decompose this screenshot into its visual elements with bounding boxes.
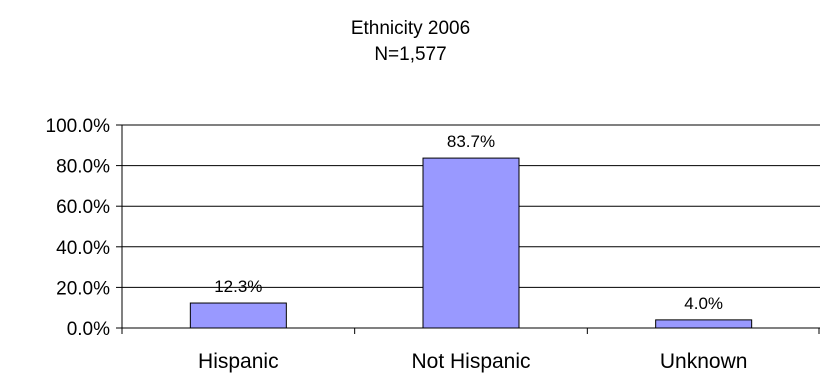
y-tick-label: 0.0% [67,319,110,340]
data-label: 83.7% [447,132,495,151]
data-label: 4.0% [684,294,723,313]
x-category-label: Hispanic [198,350,279,373]
chart-title: Ethnicity 2006 [350,18,471,39]
data-label: 12.3% [214,277,262,296]
x-category-labels: Hispanic Not Hispanic Unknown [198,350,747,373]
bar-hispanic [189,302,287,329]
x-category-label: Unknown [660,350,748,373]
y-tick-label: 40.0% [56,238,110,259]
bar-unknown [655,319,753,329]
axes [116,124,820,334]
y-tick-label: 100.0% [46,116,111,137]
x-category-label: Not Hispanic [411,350,530,373]
bars [189,157,753,329]
bar-not-hispanic [422,157,520,329]
y-tick-label: 20.0% [56,278,110,299]
chart-subtitle: N=1,577 [374,44,447,65]
y-tick-labels: 0.0% 20.0% 40.0% 60.0% 80.0% 100.0% [46,116,111,340]
data-labels: 12.3% 83.7% 4.0% [214,132,723,313]
y-tick-label: 80.0% [56,157,110,178]
y-tick-label: 60.0% [56,197,110,218]
